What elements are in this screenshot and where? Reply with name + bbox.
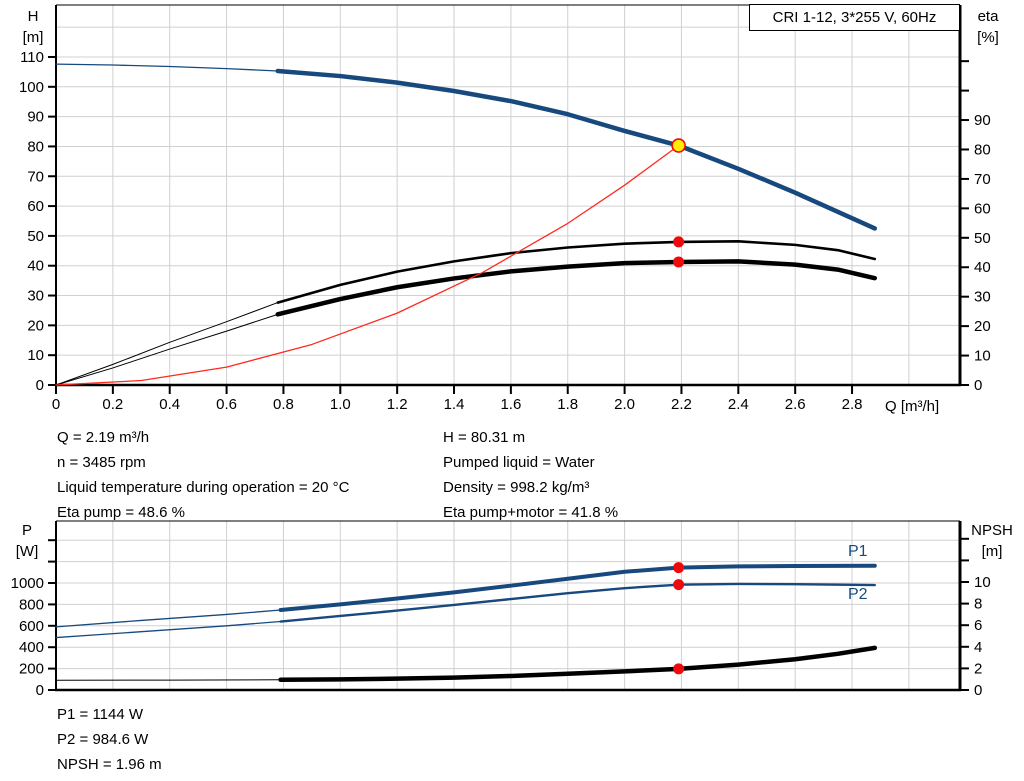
left-axis-tick-label: 50 xyxy=(27,228,44,245)
right-axis-tick-label: 50 xyxy=(974,230,991,247)
p2-series-label: P2 xyxy=(848,586,868,603)
info-density: Density = 998.2 kg/m³ xyxy=(443,479,590,496)
info-eta-pump-motor: Eta pump+motor = 41.8 % xyxy=(443,504,619,521)
info-q: Q = 2.19 m³/h xyxy=(57,429,150,446)
x-axis-tick-label: 0.6 xyxy=(216,396,237,413)
left-axis-tick-label: 0 xyxy=(36,377,44,394)
duty-point-head[interactable] xyxy=(671,138,686,153)
x-axis-tick-label: 0.2 xyxy=(102,396,123,413)
left-axis-tick-label: 100 xyxy=(19,79,44,96)
left-axis-tick-label: 40 xyxy=(27,258,44,275)
duty-point-eta-pump-motor[interactable] xyxy=(673,256,685,268)
left-axis-tick-label: 30 xyxy=(27,288,44,305)
x-axis-tick-label: 2.6 xyxy=(785,396,806,413)
head-curve xyxy=(275,68,878,231)
left-axis-tick-label: 90 xyxy=(27,109,44,126)
duty-point-eta-pump[interactable] xyxy=(673,236,685,248)
eta-pump-motor-curve-thin xyxy=(55,313,279,386)
info-npsh: NPSH = 1.96 m xyxy=(57,756,162,773)
left-axis-tick-label: 70 xyxy=(27,168,44,185)
right-axis-tick-label: 70 xyxy=(974,171,991,188)
left-axis-tick-label: 20 xyxy=(27,317,44,334)
info-n: n = 3485 rpm xyxy=(57,454,146,471)
info-pumped-liquid: Pumped liquid = Water xyxy=(443,454,595,471)
npsh-axis-title: NPSH [m] xyxy=(971,522,1013,560)
x-axis-tick-label: 2.0 xyxy=(614,396,635,413)
x-axis-tick-label: 0 xyxy=(52,396,60,413)
h-axis-title: H [m] xyxy=(22,8,44,46)
x-axis-tick-label: 2.4 xyxy=(728,396,749,413)
left-axis-tick-label: 60 xyxy=(27,198,44,215)
right-axis-tick-label: 90 xyxy=(974,112,991,129)
eta-pump-curve xyxy=(276,240,877,304)
pump-model-label: CRI 1-12, 3*255 V, 60Hz xyxy=(772,9,937,26)
x-axis-tick-label: 1.6 xyxy=(500,396,521,413)
right-axis-tick-label: 40 xyxy=(974,259,991,276)
x-axis-tick-label: 2.8 xyxy=(842,396,863,413)
eta-pump-curve-thin xyxy=(55,302,279,386)
right-axis-tick-label: 10 xyxy=(974,348,991,365)
q-axis-title: Q [m³/h] xyxy=(885,398,940,415)
right-axis-tick-label: 20 xyxy=(974,318,991,335)
left-axis-tick-label: 80 xyxy=(27,138,44,155)
duty-info-column-2: H = 80.31 m Pumped liquid = Water Densit… xyxy=(443,425,618,525)
right-axis-tick-label: 60 xyxy=(974,200,991,217)
p1-series-label: P1 xyxy=(848,543,868,560)
system-curve-thin xyxy=(55,144,680,386)
left-axis-tick-label: 10 xyxy=(27,347,44,364)
x-axis-tick-label: 1.2 xyxy=(387,396,408,413)
right-axis-tick-label: 0 xyxy=(974,377,982,394)
info-p1: P1 = 1144 W xyxy=(57,706,144,723)
duty-info-column-1: Q = 2.19 m³/h n = 3485 rpm Liquid temper… xyxy=(57,425,349,525)
left-axis-tick-label: 110 xyxy=(20,49,44,66)
x-axis-tick-label: 2.2 xyxy=(671,396,692,413)
info-p2: P2 = 984.6 W xyxy=(57,731,149,748)
x-axis-tick-label: 0.4 xyxy=(159,396,180,413)
x-axis-tick-label: 1.4 xyxy=(444,396,465,413)
head-curve-thin xyxy=(55,63,279,72)
p-axis-title: P [W] xyxy=(15,522,39,560)
x-axis-tick-label: 1.8 xyxy=(557,396,578,413)
info-eta-pump: Eta pump = 48.6 % xyxy=(57,504,185,521)
info-liquid-temp: Liquid temperature during operation = 20… xyxy=(57,479,350,496)
eta-axis-title: eta [%] xyxy=(977,8,999,46)
right-axis-tick-label: 30 xyxy=(974,289,991,306)
eta-pump-motor-curve xyxy=(275,259,878,317)
right-axis-tick-label: 80 xyxy=(974,141,991,158)
info-h: H = 80.31 m xyxy=(443,429,526,446)
x-axis-tick-label: 1.0 xyxy=(330,396,351,413)
duty-info-bottom: P1 = 1144 W P2 = 984.6 W NPSH = 1.96 m xyxy=(57,702,162,777)
pump-model-box: CRI 1-12, 3*255 V, 60Hz xyxy=(749,4,960,31)
x-axis-tick-label: 0.8 xyxy=(273,396,294,413)
